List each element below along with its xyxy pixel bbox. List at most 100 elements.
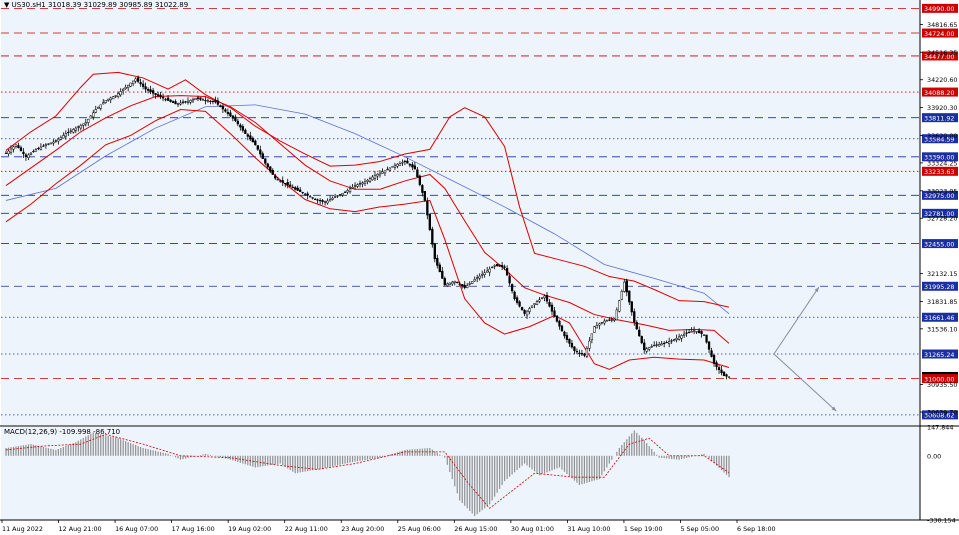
candle-body [89, 115, 92, 119]
candle-body [84, 122, 87, 125]
candle-body [483, 272, 486, 275]
chart-header: ▼ US30.sH1 31018.39 31029.89 30985.89 31… [4, 1, 188, 9]
bollinger-lower [5, 108, 730, 370]
candle-body [378, 172, 382, 176]
candle-body [682, 333, 686, 336]
candle-body [79, 125, 82, 129]
candle-body [226, 112, 230, 114]
candle-body [7, 150, 10, 155]
candle-body [560, 325, 564, 332]
symbol-dropdown-icon[interactable]: ▼ [4, 1, 10, 9]
candle-body [47, 143, 50, 145]
candle-body [451, 281, 454, 285]
candle-body [331, 197, 334, 200]
candle-body [366, 180, 369, 182]
candle-body [343, 191, 347, 193]
candle-body [259, 149, 262, 155]
candle-body [478, 275, 481, 279]
candle-body [216, 100, 220, 105]
time-tick-label: 30 Aug 01:00 [511, 525, 554, 533]
candle-body [663, 342, 666, 344]
price-level-label: 31000.00 [924, 375, 955, 383]
candle-body [236, 120, 240, 125]
candle-body [535, 301, 539, 305]
candle-body [72, 129, 75, 133]
candle-body [491, 266, 494, 269]
candle-body [436, 257, 439, 266]
candle-body [64, 133, 67, 137]
candle-body [418, 175, 422, 185]
candle-body [588, 340, 591, 349]
price-level-label: 30608.62 [924, 412, 955, 420]
candle-body [633, 311, 636, 323]
candle-body [376, 173, 379, 177]
time-tick-label: 31 Aug 10:00 [567, 525, 610, 533]
price-tick-label: 34816.65 [927, 21, 958, 29]
price-level-tag [922, 312, 958, 322]
candle-body [697, 330, 701, 333]
candle-body [668, 341, 671, 344]
candle-body [289, 184, 292, 187]
candle-body [348, 188, 352, 193]
candle-body [690, 331, 693, 333]
candle-body [39, 146, 43, 150]
candle-body [660, 343, 663, 346]
candle-body [338, 194, 342, 196]
candle-body [363, 181, 367, 184]
candle-body [640, 336, 643, 344]
candle-body [186, 100, 190, 103]
candle-body [520, 307, 524, 311]
candle-body [513, 291, 516, 300]
time-axis: 11 Aug 2022 12 Aug 21:00 16 Aug 07:00 17 Au… [1, 520, 776, 533]
candle-body [500, 265, 504, 268]
candle-body [34, 149, 38, 152]
macd-pane [1, 427, 920, 520]
candle-body [613, 318, 616, 321]
candle-body [82, 123, 85, 126]
candle-body [545, 295, 549, 302]
candle-body [563, 331, 566, 337]
candle-body [114, 95, 117, 97]
candle-body [458, 283, 461, 285]
candle-body [653, 344, 656, 347]
candle-body [146, 89, 150, 91]
candle-body [448, 282, 451, 285]
candle-body [530, 305, 534, 308]
candle-body [466, 285, 469, 288]
candle-body [658, 344, 661, 347]
candle-body [665, 342, 668, 344]
candle-body [381, 171, 384, 174]
scenario-arrow [773, 286, 820, 355]
bollinger-upper [5, 71, 730, 308]
candle-body [695, 331, 698, 333]
candle-body [151, 90, 155, 94]
candle-body [353, 185, 357, 187]
candle-body [122, 89, 125, 91]
candle-body [224, 109, 227, 112]
price-tick-label: 30935.50 [927, 381, 958, 389]
price-level-label: 31995.28 [924, 283, 955, 291]
candle-body [271, 170, 274, 175]
candle-body [206, 100, 210, 102]
candle-body [179, 102, 182, 105]
price-level-label: 34477.00 [924, 53, 955, 61]
candle-body [570, 343, 574, 348]
candle-body [495, 263, 499, 267]
price-level-tag [922, 239, 958, 249]
candle-body [510, 284, 514, 292]
candle-body [219, 105, 222, 107]
scenario-arrow [773, 353, 837, 412]
candle-body [677, 336, 681, 340]
price-level-label: 34088.20 [924, 89, 955, 97]
candle-body [408, 164, 412, 166]
candle-body [239, 124, 242, 128]
candle-body [304, 193, 307, 195]
candle-body [388, 167, 392, 171]
price-level-tag [922, 134, 958, 144]
candle-body [680, 335, 683, 339]
candle-body [558, 320, 561, 327]
candle-body [700, 331, 703, 335]
macd-tick-label: -330.154 [927, 517, 956, 525]
candle-body [246, 134, 249, 137]
price-level-tag [922, 51, 958, 61]
